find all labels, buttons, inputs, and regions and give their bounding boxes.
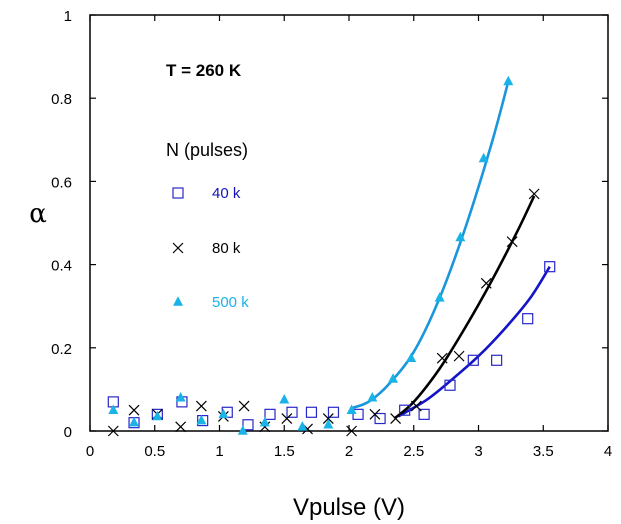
y-tick-label: 0.2 [51, 341, 72, 358]
fit-curves [351, 81, 551, 420]
y-tick-label: 0.6 [51, 174, 72, 191]
data-point-triangle [108, 404, 119, 414]
data-point-square [522, 313, 534, 325]
data-point-square [197, 415, 209, 427]
legend-label: 500 k [212, 294, 249, 311]
data-point-cross [281, 413, 293, 424]
data-point-triangle [152, 410, 163, 421]
temperature-annotation: T = 260 K [166, 61, 242, 80]
data-point-triangle [455, 231, 466, 242]
x-tick-label: 1 [215, 443, 223, 460]
legend-label: 40 k [212, 185, 241, 202]
data-point-square [491, 354, 503, 366]
data-point-cross [107, 425, 119, 437]
data-point-triangle [218, 408, 229, 419]
x-tick-label: 2.5 [403, 443, 424, 460]
x-tick-label: 3 [474, 443, 482, 460]
y-tick-label: 0 [64, 424, 72, 441]
fit-curve-2 [351, 81, 510, 410]
data-point-square [286, 406, 298, 418]
x-tick-label: 3.5 [533, 443, 554, 460]
data-point-triangle [367, 391, 378, 402]
data-point-square [444, 379, 456, 391]
data-point-cross [390, 413, 402, 424]
data-point-square [374, 412, 386, 425]
data-point-square [305, 406, 318, 418]
axis-ticks: 0 0.5 1 1.5 2 2.5 3 3.5 4 0 0.2 0.4 0.6 0.8 1 [51, 8, 612, 460]
data-point-cross [506, 236, 518, 248]
x-tick-label: 4 [604, 443, 612, 460]
y-axis-title: α [29, 199, 47, 229]
data-point-triangle [237, 425, 248, 435]
data-point-triangle [478, 152, 489, 163]
y-tick-label: 1 [64, 8, 72, 25]
data-point-triangle [196, 414, 207, 425]
legend-title: N (pulses) [166, 140, 248, 160]
data-point-triangle [406, 352, 417, 362]
data-point-cross [480, 277, 492, 289]
data-point-cross [346, 425, 358, 437]
data-point-square [327, 406, 340, 418]
data-point-triangle [297, 421, 308, 431]
data-point-triangle [434, 292, 445, 302]
x-tick-label: 0 [86, 443, 94, 460]
data-point-cross [238, 400, 250, 412]
data-point-square [172, 187, 184, 199]
data-point-triangle [323, 419, 334, 429]
data-point-square [242, 419, 254, 431]
legend-label: 80 k [212, 240, 241, 257]
data-point-square [544, 261, 556, 273]
x-tick-label: 1.5 [274, 443, 295, 460]
y-tick-label: 0.4 [51, 258, 72, 275]
data-point-cross [172, 242, 184, 254]
data-point-square [352, 408, 364, 420]
x-tick-label: 0.5 [144, 443, 165, 460]
data-point-triangle [503, 75, 514, 86]
data-point-square [399, 404, 411, 416]
data-point-cross [369, 408, 381, 420]
data-point-cross [436, 352, 448, 364]
data-point-square [264, 408, 276, 420]
y-tick-label: 0.8 [51, 91, 72, 108]
x-tick-label: 2 [345, 443, 353, 460]
data-point-triangle [175, 391, 186, 402]
data-point-triangle [173, 296, 183, 306]
data-point-cross [453, 350, 465, 362]
data-point-triangle [388, 373, 399, 383]
data-point-triangle [279, 394, 290, 404]
data-point-cross [128, 404, 140, 416]
data-point-triangle [259, 416, 270, 427]
data-point-triangle [129, 416, 140, 427]
data-point-cross [195, 400, 207, 412]
legend: 40 k 80 k 500 k [172, 185, 249, 311]
data-point-cross [528, 188, 540, 200]
data-markers [107, 75, 556, 437]
fit-curve-1 [393, 195, 536, 420]
data-point-square [467, 354, 479, 366]
x-axis-title: Vpulse (V) [293, 494, 405, 521]
data-point-cross [322, 413, 334, 424]
data-point-cross [410, 400, 422, 412]
data-point-triangle [346, 404, 357, 414]
data-point-square [418, 408, 430, 420]
data-point-cross [175, 421, 187, 433]
